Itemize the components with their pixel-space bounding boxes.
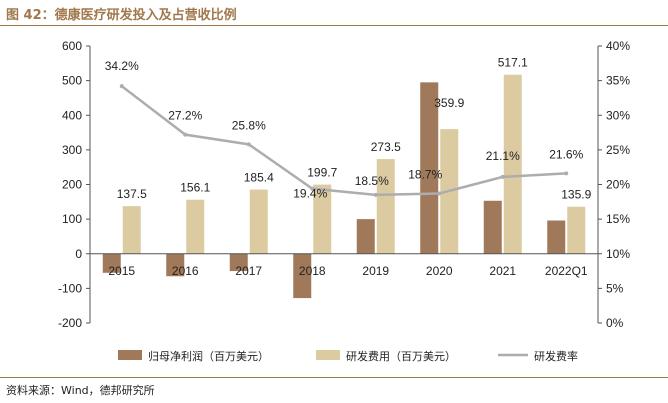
legend-label-net-profit: 归母净利润（百万美元） [148, 349, 269, 363]
point-rd-ratio [183, 132, 188, 137]
x-tick-label: 2017 [235, 264, 262, 278]
bar-net-profit [166, 253, 185, 277]
right-tick-label: 30% [606, 108, 630, 122]
data-label-rd-ratio: 18.7% [408, 168, 442, 182]
x-tick-label: 2021 [489, 264, 516, 278]
bar-net-profit [483, 200, 502, 254]
data-label-rd-expense: 517.1 [498, 56, 528, 70]
left-tick-label: 600 [62, 39, 82, 53]
legend-swatch-net-profit [118, 350, 142, 360]
left-tick-label: -200 [58, 316, 82, 330]
right-tick-label: 15% [606, 212, 630, 226]
bar-rd-expense [249, 189, 268, 254]
x-tick-label: 2015 [108, 264, 135, 278]
right-tick-label: 40% [606, 39, 630, 53]
right-tick-label: 0% [606, 316, 624, 330]
data-label-rd-ratio: 19.4% [293, 187, 327, 201]
data-label-rd-ratio: 25.8% [232, 118, 266, 132]
series-line-rd-ratio [120, 85, 567, 197]
bar-net-profit [547, 220, 566, 254]
right-tick-label: 35% [606, 74, 630, 88]
x-tick-label: 2018 [299, 264, 326, 278]
legend-swatch-rd-expense [316, 350, 340, 360]
x-tick-label: 2020 [426, 264, 453, 278]
data-label-rd-expense: 137.5 [117, 187, 147, 201]
left-tick-label: 400 [62, 108, 82, 122]
left-tick-label: 200 [62, 178, 82, 192]
left-tick-label: 300 [62, 143, 82, 157]
point-rd-ratio [373, 192, 378, 197]
left-tick-label: 500 [62, 74, 82, 88]
x-tick-label: 2022Q1 [545, 264, 588, 278]
data-label-rd-expense: 199.7 [307, 166, 337, 180]
point-rd-ratio [246, 142, 251, 147]
data-label-rd-ratio: 21.6% [549, 147, 583, 161]
legend-label-rd-expense: 研发费用（百万美元） [346, 349, 456, 363]
point-rd-ratio [119, 84, 124, 89]
left-tick-label: -100 [58, 281, 82, 295]
bar-net-profit [229, 253, 248, 272]
data-label-rd-ratio: 21.1% [486, 149, 520, 163]
bar-net-profit [293, 253, 312, 299]
left-tick-label: 0 [75, 247, 82, 261]
bar-net-profit [356, 219, 375, 254]
bar-rd-expense [567, 206, 586, 254]
data-label-rd-expense: 273.5 [371, 140, 401, 154]
title-divider [0, 25, 668, 26]
figure-title: 图 42：德康医疗研发投入及占营收比例 [6, 8, 237, 23]
x-tick-label: 2016 [172, 264, 199, 278]
data-label-rd-expense: 185.4 [244, 171, 274, 185]
right-tick-label: 10% [606, 247, 630, 261]
bar-rd-expense [313, 184, 332, 254]
data-label-rd-ratio: 27.2% [168, 109, 202, 123]
source-divider [0, 377, 668, 378]
bar-net-profit [420, 82, 439, 254]
bar-net-profit [102, 253, 121, 273]
data-label-rd-expense: 135.9 [561, 188, 591, 202]
bar-rd-expense [122, 206, 141, 254]
right-tick-label: 20% [606, 178, 630, 192]
data-label-rd-ratio: 18.5% [355, 174, 389, 188]
right-tick-label: 25% [606, 143, 630, 157]
point-rd-ratio [437, 191, 442, 196]
bar-rd-expense [186, 199, 205, 254]
legend-label-rd-ratio: 研发费率 [534, 349, 578, 363]
right-tick-label: 5% [606, 281, 624, 295]
bar-rd-expense [503, 74, 522, 254]
bar-rd-expense [376, 159, 395, 254]
source-note: 资料来源：Wind，德邦研究所 [6, 384, 155, 397]
data-label-rd-expense: 156.1 [180, 181, 210, 195]
point-rd-ratio [500, 174, 505, 179]
point-rd-ratio [564, 171, 569, 176]
x-tick-label: 2019 [362, 264, 389, 278]
point-rd-ratio [310, 186, 315, 191]
left-tick-label: 100 [62, 212, 82, 226]
data-label-rd-expense: 359.9 [434, 96, 464, 110]
data-label-rd-ratio: 34.2% [105, 59, 139, 73]
